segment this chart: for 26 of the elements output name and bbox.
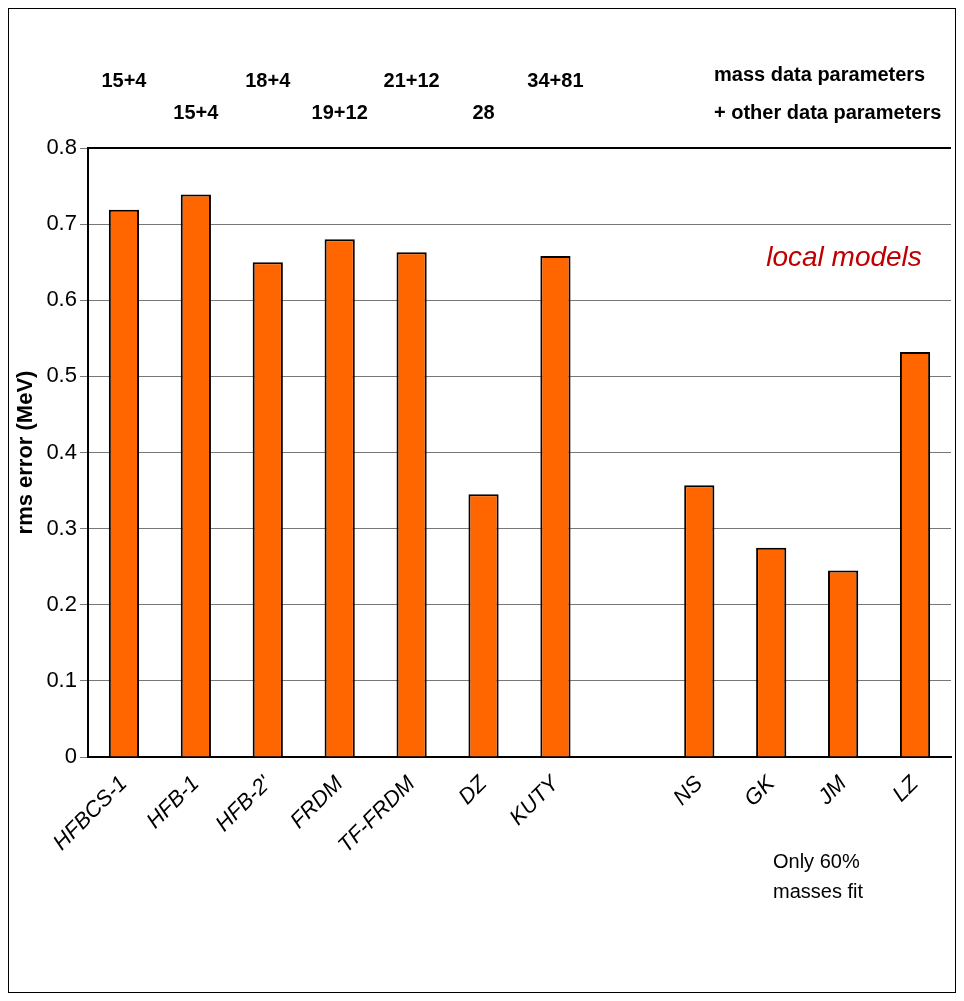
y-tick-label: 0.4: [46, 438, 77, 464]
x-tick-label: NS: [667, 770, 708, 810]
text: 15+4: [173, 100, 220, 123]
text: 21+12: [383, 68, 440, 91]
text: 18+4: [245, 68, 292, 91]
x-tick-label: GK: [738, 769, 780, 811]
y-tick-label: 0.3: [46, 514, 77, 540]
text: 28: [472, 100, 495, 123]
text: 15+4: [101, 68, 148, 91]
y-axis-title: rms error (MeV): [12, 370, 38, 535]
text: + other data parameters: [714, 100, 942, 123]
text: Only 60% masses fit: [773, 849, 864, 902]
y-tick-label: 0.7: [46, 210, 77, 236]
text: 34+81: [527, 68, 584, 91]
y-tick-label: 0.1: [46, 666, 77, 692]
x-tick-label: LZ: [887, 769, 924, 807]
x-tick-label: DZ: [452, 769, 493, 809]
y-tick-label: 0.8: [46, 134, 77, 160]
y-tick-label: 0.2: [46, 590, 77, 616]
text: 19+12: [311, 100, 368, 123]
y-tick-label: 0.5: [46, 362, 77, 388]
annotation: local models: [766, 241, 922, 273]
text: mass data parameters: [714, 62, 926, 85]
y-tick-label: 0: [64, 743, 77, 769]
x-tick-label: JM: [811, 770, 852, 810]
y-tick-label: 0.6: [46, 286, 77, 312]
